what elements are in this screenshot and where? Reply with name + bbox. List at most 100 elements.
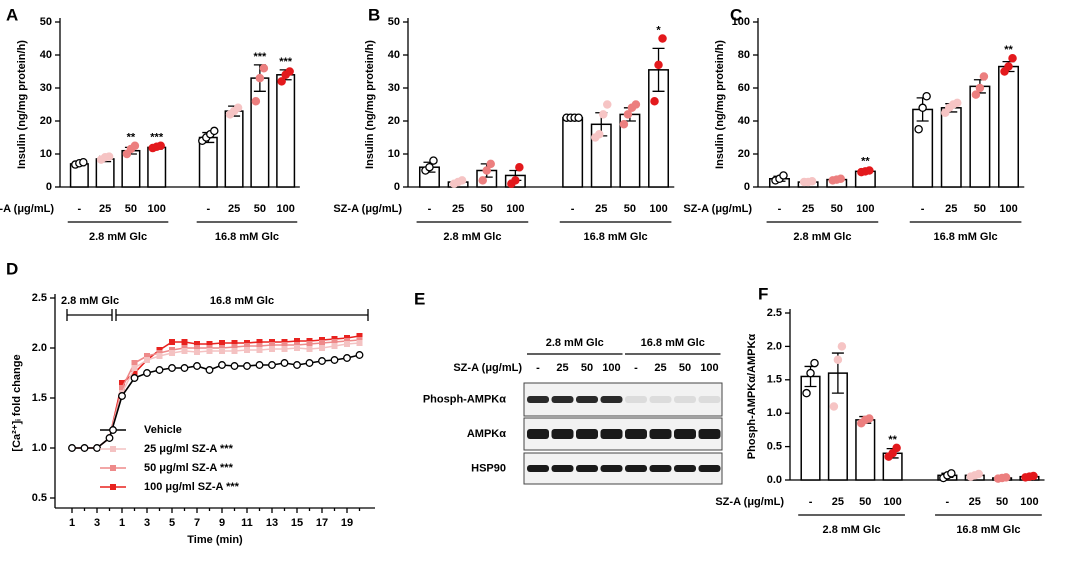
y-axis-label: Insulin (ng/mg protein/h) — [714, 40, 726, 169]
band — [527, 396, 549, 403]
marker — [343, 354, 351, 362]
data-point — [810, 358, 819, 368]
y-tick-label: 40 — [40, 49, 52, 61]
marker — [256, 343, 263, 349]
data-point — [979, 72, 989, 81]
band — [698, 396, 721, 403]
marker — [269, 342, 275, 348]
x-tick-label: 25 — [452, 203, 464, 215]
lane-label: 50 — [581, 362, 593, 374]
marker — [80, 444, 89, 452]
legend-marker — [110, 484, 116, 490]
marker — [231, 348, 238, 354]
x-prefix-label: SZ-A (μg/mL) — [0, 203, 54, 215]
row-label: HSP90 — [471, 462, 506, 474]
x-tick-label: 50 — [125, 203, 137, 215]
data-point — [914, 125, 923, 134]
y-tick-label: 40 — [388, 49, 400, 61]
lane-label: 100 — [602, 362, 620, 374]
data-point — [631, 100, 641, 109]
y-tick-label: 0 — [46, 181, 52, 193]
bar — [998, 65, 1020, 188]
bar — [276, 74, 296, 188]
bar — [250, 77, 270, 188]
marker — [118, 392, 126, 400]
group-label: 2.8 mM Glc — [443, 231, 501, 243]
marker — [356, 340, 363, 346]
marker — [181, 348, 188, 354]
y-tick-label: 0.5 — [32, 492, 47, 504]
x-tick-label: 19 — [341, 517, 353, 529]
data-point — [285, 67, 294, 76]
y-tick-label: 30 — [40, 82, 52, 94]
x-tick-label: 100 — [649, 203, 667, 215]
data-point — [599, 110, 608, 119]
marker — [268, 361, 276, 369]
error-bar — [652, 47, 665, 92]
panel-letter: F — [758, 284, 768, 303]
marker — [280, 359, 289, 367]
marker — [194, 341, 200, 347]
band — [600, 429, 623, 439]
band — [674, 396, 696, 403]
x-tick-label: 25 — [945, 203, 957, 215]
y-axis-label: Phosph-AMPKα/AMPKα — [746, 334, 758, 460]
legend-marker — [110, 465, 116, 471]
lane-label: - — [536, 362, 540, 374]
legend-marker — [110, 446, 116, 452]
marker — [155, 366, 164, 374]
marker — [293, 361, 301, 369]
data-point — [156, 141, 165, 150]
x-axis-label: Time (min) — [187, 534, 243, 546]
panel-letter: B — [368, 5, 380, 24]
y-tick-label: 1.0 — [767, 407, 782, 419]
x-tick-label: 25 — [99, 203, 111, 215]
data-point — [650, 96, 659, 106]
data-point — [259, 63, 269, 73]
x-tick-label: 100 — [276, 203, 294, 215]
x-prefix-label: SZ-A (μg/mL) — [333, 203, 402, 215]
marker — [256, 339, 263, 345]
panel-letter: C — [730, 5, 742, 24]
data-point — [425, 162, 434, 172]
data-point — [515, 162, 524, 172]
data-point — [210, 126, 219, 136]
y-tick-label: 80 — [738, 49, 750, 61]
significance: ** — [1004, 44, 1013, 56]
x-tick-label: 5 — [169, 517, 175, 529]
data-point — [457, 176, 467, 185]
x-tick-label: 3 — [94, 517, 100, 529]
data-point — [829, 402, 839, 411]
marker — [105, 434, 114, 442]
marker — [255, 361, 264, 369]
marker — [243, 362, 251, 370]
lane-label: 25 — [556, 362, 568, 374]
marker — [331, 339, 338, 345]
significance: ** — [861, 156, 870, 168]
marker — [180, 364, 189, 372]
marker — [344, 341, 350, 347]
legend-label: 100 μg/ml SZ-A *** — [144, 481, 240, 493]
data-point — [623, 110, 633, 119]
marker — [294, 338, 300, 344]
marker — [294, 345, 300, 351]
x-tick-label: 100 — [148, 203, 166, 215]
panel-letter: D — [6, 259, 18, 278]
marker — [119, 385, 125, 391]
data-point — [130, 141, 140, 150]
y-tick-label: 10 — [388, 148, 400, 160]
band — [551, 396, 574, 403]
band — [625, 396, 647, 403]
phase-bracket — [66, 309, 113, 321]
lane-label: 100 — [700, 362, 718, 374]
data-point — [486, 159, 495, 169]
marker — [168, 364, 176, 372]
data-point — [947, 469, 956, 478]
x-tick-label: 25 — [228, 203, 240, 215]
data-point — [975, 83, 985, 93]
data-point — [865, 414, 874, 423]
marker — [281, 342, 288, 348]
y-tick-label: 50 — [40, 16, 52, 28]
row-label: AMPKα — [467, 428, 506, 440]
data-point — [658, 34, 667, 43]
